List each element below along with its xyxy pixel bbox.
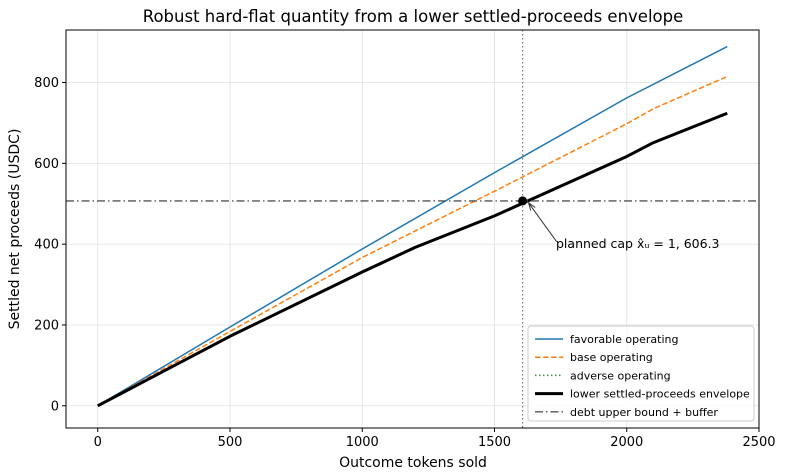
legend-box <box>527 325 755 422</box>
legend-label: base operating <box>570 351 653 364</box>
y-tick-label: 400 <box>34 238 59 253</box>
legend-label: debt upper bound + buffer <box>570 406 718 419</box>
x-tick-label: 500 <box>218 435 243 450</box>
legend-label: adverse operating <box>570 369 671 382</box>
annotation-arrow <box>528 202 558 243</box>
annotation-arrowhead <box>527 201 536 211</box>
x-axis-label: Outcome tokens sold <box>339 455 487 471</box>
x-axis-ticks: 0 500 1000 1500 2000 2500 <box>94 428 776 450</box>
legend-label: favorable operating <box>570 333 679 346</box>
y-tick-label: 800 <box>34 76 59 91</box>
x-tick-label: 1500 <box>478 435 511 450</box>
x-tick-label: 0 <box>94 435 102 450</box>
x-tick-label: 2000 <box>610 435 643 450</box>
plot-frame <box>65 29 760 429</box>
y-tick-label: 600 <box>34 157 59 172</box>
annotation-text: planned cap x̂ᵤ = 1, 606.3 <box>556 236 720 251</box>
x-tick-label: 2500 <box>742 435 775 450</box>
plot-elements <box>66 30 759 428</box>
y-tick-label: 200 <box>34 318 59 333</box>
annotation: planned cap x̂ᵤ = 1, 606.3 <box>527 201 720 251</box>
chart-title: Robust hard-flat quantity from a lower s… <box>143 7 684 26</box>
y-axis-ticks: 0 200 400 600 800 <box>34 76 66 414</box>
y-axis-label: Settled net proceeds (USDC) <box>7 129 23 330</box>
x-tick-label: 1000 <box>346 435 379 450</box>
series-favorable-operating <box>97 45 728 407</box>
cap-marker <box>518 196 528 206</box>
series-base-operating <box>97 75 728 407</box>
series-lower-settled-proceeds-envelope <box>97 111 728 408</box>
legend-label: lower settled-proceeds envelope <box>570 388 750 401</box>
y-tick-label: 0 <box>51 399 59 414</box>
legend: favorable operating base operating adverse… <box>527 325 755 422</box>
